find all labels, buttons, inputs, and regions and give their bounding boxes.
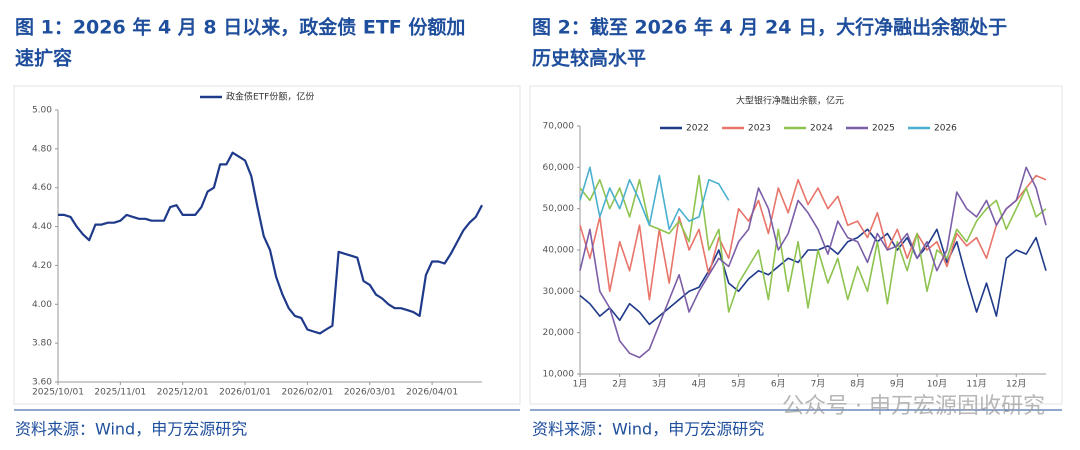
y-tick-label: 40,000 bbox=[543, 246, 575, 256]
series-line bbox=[579, 166, 1047, 359]
x-tick-label: 11月 bbox=[966, 379, 986, 390]
series-line bbox=[58, 151, 483, 335]
y-tick-label: 4.80 bbox=[32, 144, 52, 154]
x-tick-label: 1月 bbox=[573, 379, 588, 390]
series-line bbox=[579, 174, 1047, 313]
y-tick-label: 30,000 bbox=[543, 287, 575, 297]
chart-title: 大型银行净融出余额，亿元 bbox=[736, 95, 844, 107]
legend-label: 2024 bbox=[810, 124, 833, 134]
x-tick-label: 12月 bbox=[1006, 379, 1026, 390]
y-tick-label: 50,000 bbox=[543, 204, 575, 214]
x-tick-label: 2026/02/01 bbox=[281, 388, 333, 398]
x-tick-label: 2月 bbox=[612, 379, 627, 390]
y-tick-label: 4.60 bbox=[32, 183, 52, 193]
series-line bbox=[579, 228, 1047, 326]
x-tick-label: 2026/04/01 bbox=[406, 388, 458, 398]
y-tick-label: 70,000 bbox=[543, 122, 575, 132]
y-tick-label: 5.00 bbox=[32, 106, 52, 116]
series-line bbox=[579, 174, 1047, 301]
x-tick-label: 5月 bbox=[731, 379, 746, 390]
source: 资料来源：Wind，申万宏源研究 bbox=[15, 420, 247, 439]
legend-label: 2023 bbox=[748, 124, 771, 134]
caption: 历史较高水平 bbox=[532, 47, 646, 70]
y-tick-label: 10,000 bbox=[543, 370, 575, 380]
y-tick-label: 3.80 bbox=[32, 339, 52, 349]
x-tick-label: 2025/12/01 bbox=[157, 388, 209, 398]
caption: 图 2：截至 2026 年 4 月 24 日，大行净融出余额处于 bbox=[532, 16, 1007, 39]
legend-label: 政金债ETF份额，亿份 bbox=[226, 91, 314, 103]
y-tick-label: 4.00 bbox=[32, 300, 52, 310]
x-tick-label: 2026/03/01 bbox=[344, 388, 396, 398]
caption: 速扩容 bbox=[15, 47, 72, 70]
caption: 图 1：2026 年 4 月 8 日以来，政金债 ETF 份额加 bbox=[15, 16, 465, 39]
y-tick-label: 20,000 bbox=[543, 328, 575, 338]
source: 资料来源：Wind，申万宏源研究 bbox=[532, 420, 764, 439]
x-tick-label: 4月 bbox=[692, 379, 707, 390]
series-line bbox=[579, 166, 730, 231]
x-tick-label: 7月 bbox=[811, 379, 826, 390]
x-tick-label: 2025/11/01 bbox=[94, 388, 146, 398]
legend-label: 2026 bbox=[934, 124, 957, 134]
x-tick-label: 2026/01/01 bbox=[219, 388, 271, 398]
y-tick-label: 60,000 bbox=[543, 163, 575, 173]
watermark: 公众号 · 申万宏源固收研究 bbox=[782, 394, 1045, 419]
legend-label: 2025 bbox=[872, 124, 895, 134]
x-tick-label: 3月 bbox=[652, 379, 667, 390]
x-tick-label: 10月 bbox=[927, 379, 947, 390]
x-tick-label: 2025/10/01 bbox=[32, 388, 84, 398]
x-tick-label: 8月 bbox=[850, 379, 865, 390]
y-tick-label: 4.20 bbox=[32, 261, 52, 271]
x-tick-label: 6月 bbox=[771, 379, 786, 390]
legend-label: 2022 bbox=[686, 124, 709, 134]
y-tick-label: 4.40 bbox=[32, 222, 52, 232]
x-tick-label: 9月 bbox=[890, 379, 905, 390]
panel-frame bbox=[529, 85, 1063, 405]
y-tick-label: 3.60 bbox=[32, 378, 52, 388]
